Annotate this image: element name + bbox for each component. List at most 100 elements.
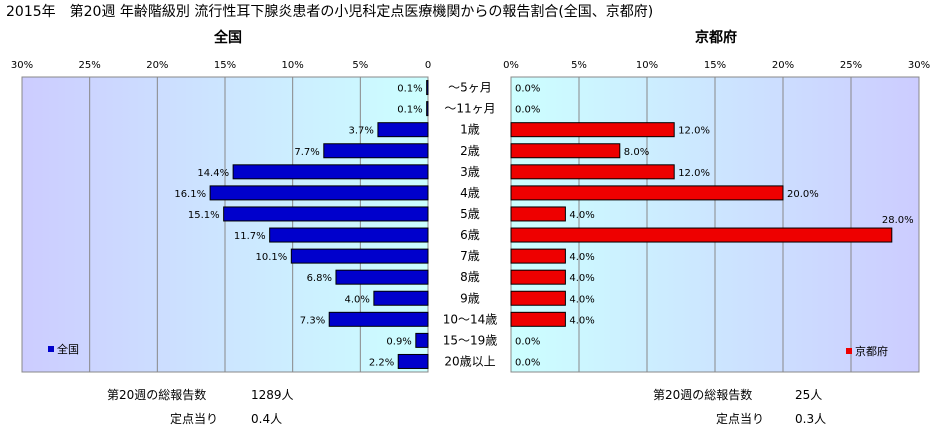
left-tick-label: 30%: [11, 60, 33, 71]
kyoto-bar: [510, 248, 566, 264]
right-panel: 0% 5% 10% 15% 20% 25% 30% 0.0% 0.0% 12.0% 8.0% 12.0…: [503, 60, 930, 373]
national-per-value: 0.4人: [251, 412, 282, 426]
category-label: 10～14歳: [443, 312, 498, 326]
category-label: 5歳: [460, 207, 480, 221]
footer-national: 第20週の総報告数 1289人 定点当り 0.4人: [107, 387, 294, 426]
left-panel-title: 全国: [213, 29, 242, 46]
left-tick-label: 15%: [214, 60, 236, 71]
kyoto-bar: [510, 311, 566, 327]
national-value-label: 15.1%: [188, 210, 220, 221]
right-tick-label: 30%: [908, 60, 930, 71]
kyoto-value-label: 4.0%: [569, 294, 594, 305]
national-bar: [373, 290, 429, 306]
category-labels: ～5ヶ月 ～11ヶ月 1歳 2歳 3歳 4歳 5歳 6歳 7歳 8歳 9歳 10～14歳 15～19歳 2…: [443, 81, 498, 369]
kyoto-bar: [510, 206, 566, 222]
category-label: 8歳: [460, 270, 480, 284]
category-label: 3歳: [460, 165, 480, 179]
national-value-label: 11.7%: [234, 231, 266, 242]
legend-kyoto-label: 京都府: [855, 344, 888, 358]
kyoto-value-label: 4.0%: [569, 252, 594, 263]
national-value-label: 16.1%: [174, 189, 206, 200]
category-label: ～5ヶ月: [448, 81, 492, 95]
national-bar: [426, 80, 429, 96]
kyoto-value-label: 12.0%: [678, 168, 710, 179]
kyoto-total-label: 第20週の総報告数: [653, 387, 752, 402]
chart-title: 2015年 第20週 年齢階級別 流行性耳下腺炎患者の小児科定点医療機関からの報…: [6, 3, 653, 20]
national-per-label: 定点当り: [170, 411, 218, 426]
category-label: 7歳: [460, 249, 480, 263]
category-label: ～11ヶ月: [444, 102, 495, 116]
kyoto-bar: [510, 290, 566, 306]
category-label: 9歳: [460, 291, 480, 305]
left-tick-label: 5%: [352, 60, 368, 71]
kyoto-value-label: 0.0%: [515, 84, 540, 95]
national-value-label: 10.1%: [256, 252, 288, 263]
kyoto-bar: [510, 164, 675, 180]
right-plot-border: [510, 76, 920, 373]
right-tick-label: 25%: [840, 60, 862, 71]
national-bar: [397, 353, 429, 369]
national-bar: [377, 122, 429, 138]
kyoto-per-value: 0.3人: [795, 412, 826, 426]
legend-kyoto: 京都府: [846, 344, 888, 358]
right-tick-label: 5%: [571, 60, 587, 71]
national-value-label: 2.2%: [369, 357, 394, 368]
kyoto-value-label: 4.0%: [569, 210, 594, 221]
kyoto-value-label: 0.0%: [515, 336, 540, 347]
legend-national-swatch: [48, 346, 54, 352]
national-value-label: 4.0%: [344, 294, 369, 305]
legend-national-label: 全国: [57, 342, 79, 356]
national-total-value: 1289人: [251, 388, 294, 402]
national-bar: [328, 311, 429, 327]
national-bar: [223, 206, 429, 222]
national-value-label: 7.7%: [294, 147, 319, 158]
national-value-label: 0.1%: [397, 105, 422, 116]
national-value-label: 7.3%: [300, 315, 325, 326]
left-panel: 30% 25% 20% 15% 10% 5% 0 0.1% 0.1% 3.7% 7.7% 14.4% 1…: [11, 60, 431, 373]
kyoto-bar: [510, 269, 566, 285]
national-total-label: 第20週の総報告数: [107, 387, 206, 402]
kyoto-value-label: 4.0%: [569, 273, 594, 284]
left-tick-label: 10%: [282, 60, 304, 71]
national-bar: [415, 332, 429, 348]
national-bar: [232, 164, 429, 180]
category-label: 6歳: [460, 228, 480, 242]
national-bar: [209, 185, 429, 201]
kyoto-value-label: 0.0%: [515, 105, 540, 116]
left-tick-label: 20%: [146, 60, 168, 71]
national-value-label: 0.1%: [397, 84, 422, 95]
kyoto-value-label: 8.0%: [624, 147, 649, 158]
national-bar: [323, 143, 429, 159]
right-tick-label: 15%: [704, 60, 726, 71]
national-value-label: 3.7%: [349, 126, 374, 137]
national-bar: [269, 227, 429, 243]
national-value-label: 0.9%: [386, 336, 411, 347]
category-label: 4歳: [460, 186, 480, 200]
footer-kyoto: 第20週の総報告数 25人 定点当り 0.3人: [653, 387, 826, 426]
kyoto-bar: [510, 227, 893, 243]
right-panel-title: 京都府: [695, 29, 737, 46]
category-label: 1歳: [460, 123, 480, 137]
kyoto-bar: [510, 122, 675, 138]
legend-national: 全国: [48, 342, 79, 356]
category-label: 15～19歳: [443, 333, 498, 347]
kyoto-value-label: 4.0%: [569, 315, 594, 326]
national-bar: [426, 101, 429, 117]
kyoto-bar: [510, 143, 621, 159]
category-label: 20歳以上: [444, 354, 495, 368]
legend-kyoto-swatch: [846, 348, 852, 354]
kyoto-per-label: 定点当り: [716, 411, 764, 426]
kyoto-value-label: 28.0%: [882, 215, 914, 226]
kyoto-total-value: 25人: [795, 388, 822, 402]
left-plot-border: [21, 76, 429, 373]
national-bar: [290, 248, 429, 264]
kyoto-value-label: 0.0%: [515, 357, 540, 368]
category-label: 2歳: [460, 144, 480, 158]
kyoto-value-label: 20.0%: [787, 189, 819, 200]
left-tick-label: 0: [425, 60, 431, 71]
national-value-label: 14.4%: [197, 168, 229, 179]
national-bar: [335, 269, 429, 285]
right-tick-label: 20%: [772, 60, 794, 71]
right-tick-label: 10%: [636, 60, 658, 71]
